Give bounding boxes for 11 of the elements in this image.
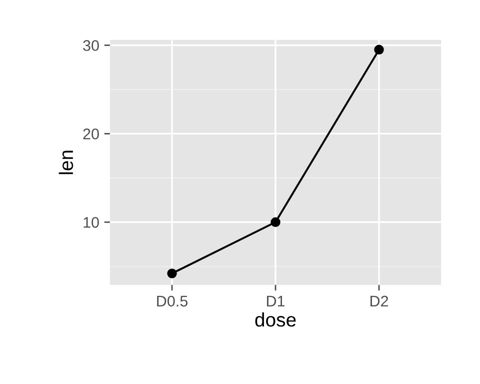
- x-tick-label: D2: [370, 296, 388, 306]
- point: [270, 217, 280, 227]
- y-axis-title: len: [58, 150, 74, 174]
- y-tick-label: 10: [84, 217, 99, 228]
- x-tick-label: D0.5: [157, 296, 188, 307]
- y-tick-label: 30: [83, 40, 99, 51]
- y-tick-label: 20: [83, 128, 99, 140]
- point: [374, 44, 384, 55]
- x-axis-title: dose: [255, 312, 296, 327]
- point: [167, 268, 177, 278]
- x-tick-label: D1: [267, 296, 285, 306]
